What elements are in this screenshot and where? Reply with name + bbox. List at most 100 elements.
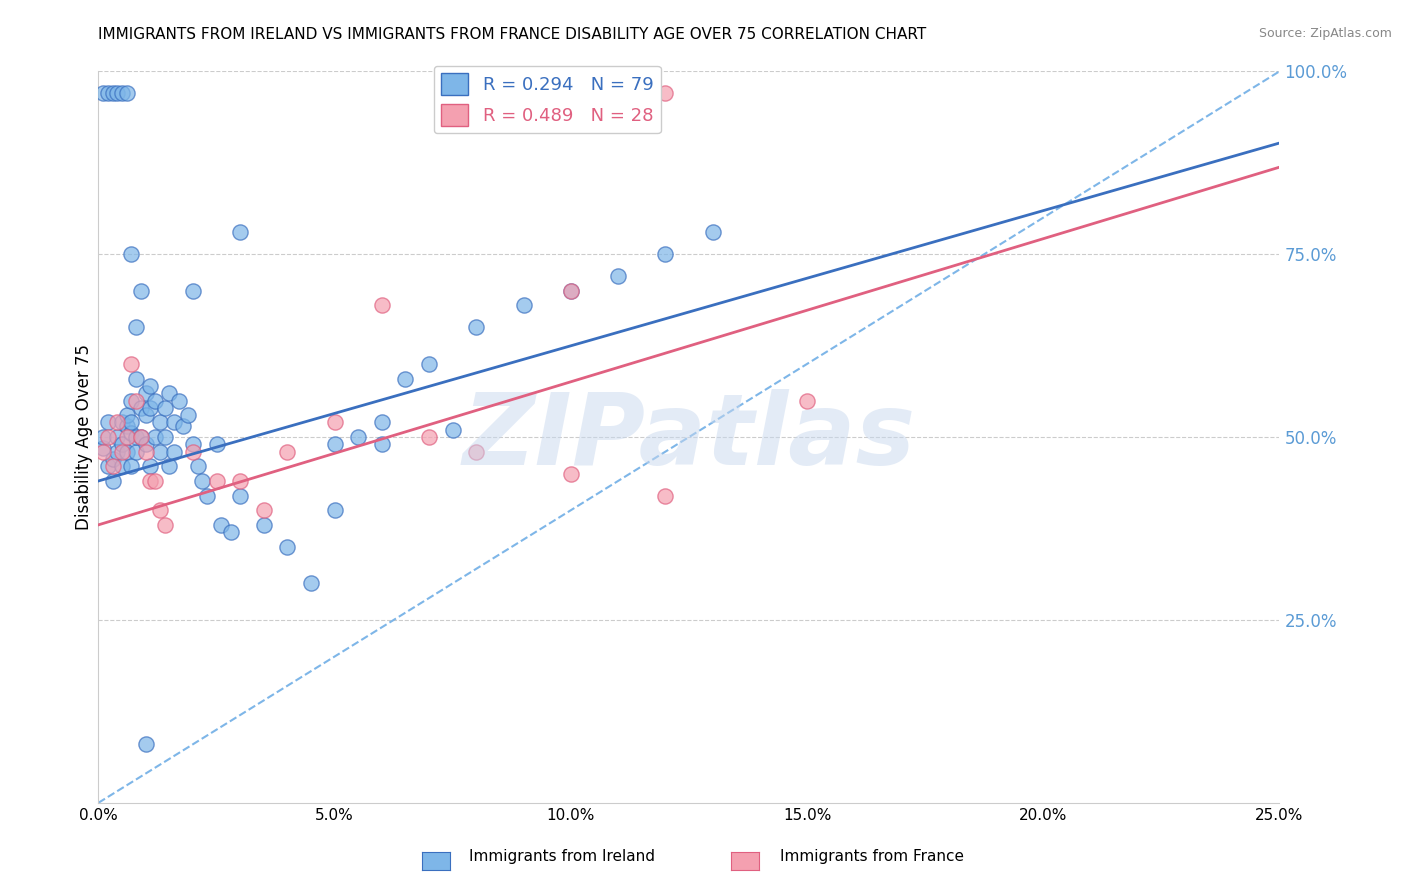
Point <box>299 576 322 591</box>
Point <box>111 437 134 451</box>
Point <box>276 444 298 458</box>
Point <box>139 474 162 488</box>
Point <box>149 503 172 517</box>
Point <box>394 371 416 385</box>
Point <box>560 467 582 481</box>
Point <box>101 452 124 467</box>
Point <box>111 416 134 430</box>
Point <box>177 408 200 422</box>
Point <box>276 540 298 554</box>
Point <box>121 459 143 474</box>
Point <box>143 474 166 488</box>
Point <box>101 459 124 474</box>
Point <box>115 430 138 444</box>
Point <box>129 430 152 444</box>
Point <box>135 444 157 458</box>
Point <box>129 401 152 415</box>
Point <box>607 269 630 284</box>
Point <box>796 393 818 408</box>
Point <box>229 489 252 503</box>
Point <box>135 437 157 451</box>
Point <box>181 444 204 458</box>
Point <box>465 320 488 334</box>
Point <box>125 320 148 334</box>
Point <box>441 423 464 437</box>
Point <box>97 459 120 474</box>
Point <box>91 430 114 444</box>
Point <box>163 444 186 458</box>
Text: IMMIGRANTS FROM IRELAND VS IMMIGRANTS FROM FRANCE DISABILITY AGE OVER 75 CORRELA: IMMIGRANTS FROM IRELAND VS IMMIGRANTS FR… <box>98 27 927 42</box>
Point <box>205 437 228 451</box>
Point <box>253 517 276 532</box>
Point <box>418 430 440 444</box>
Point <box>512 298 534 312</box>
Point <box>181 284 204 298</box>
Point <box>121 416 143 430</box>
Point <box>153 430 176 444</box>
Point <box>139 401 162 415</box>
Point <box>121 357 143 371</box>
Point <box>97 87 120 101</box>
Point <box>105 444 128 458</box>
Point <box>125 371 148 385</box>
Point <box>91 441 114 455</box>
Point <box>129 284 152 298</box>
Point <box>157 459 180 474</box>
Point <box>139 379 162 393</box>
Point <box>91 87 114 101</box>
Point <box>139 459 162 474</box>
Point <box>205 474 228 488</box>
Point <box>125 430 148 444</box>
Point <box>135 386 157 401</box>
Point <box>115 408 138 422</box>
Point <box>105 87 128 101</box>
Point <box>371 437 394 451</box>
Point <box>371 416 394 430</box>
Point <box>121 247 143 261</box>
Point <box>465 444 488 458</box>
Point <box>323 416 346 430</box>
Point <box>167 393 190 408</box>
Legend: R = 0.294   N = 79, R = 0.489   N = 28: R = 0.294 N = 79, R = 0.489 N = 28 <box>434 66 661 133</box>
Point <box>149 444 172 458</box>
Point <box>143 393 166 408</box>
Point <box>143 430 166 444</box>
Point <box>654 247 676 261</box>
Point <box>91 444 114 458</box>
Point <box>347 430 370 444</box>
Point <box>105 430 128 444</box>
Point <box>229 225 252 239</box>
Point <box>195 489 218 503</box>
Point <box>115 444 138 458</box>
Point <box>323 437 346 451</box>
Point <box>654 489 676 503</box>
Point <box>153 517 176 532</box>
Point <box>111 459 134 474</box>
Point <box>97 416 120 430</box>
Y-axis label: Disability Age Over 75: Disability Age Over 75 <box>75 344 93 530</box>
Text: Source: ZipAtlas.com: Source: ZipAtlas.com <box>1258 27 1392 40</box>
Point <box>101 474 124 488</box>
Point <box>654 87 676 101</box>
Point <box>172 419 194 434</box>
Point <box>121 393 143 408</box>
Point <box>105 416 128 430</box>
Text: Immigrants from France: Immigrants from France <box>780 849 963 863</box>
Point <box>371 298 394 312</box>
Text: ZIPatlas: ZIPatlas <box>463 389 915 485</box>
Point <box>101 87 124 101</box>
Point <box>191 474 214 488</box>
Point <box>135 408 157 422</box>
Point <box>111 87 134 101</box>
Point <box>153 401 176 415</box>
Point <box>121 426 143 441</box>
Point <box>702 225 724 239</box>
Point <box>418 357 440 371</box>
Point <box>97 430 120 444</box>
Point <box>560 284 582 298</box>
Point <box>560 284 582 298</box>
Point <box>115 87 138 101</box>
Point <box>229 474 252 488</box>
Point <box>125 393 148 408</box>
Point <box>163 416 186 430</box>
